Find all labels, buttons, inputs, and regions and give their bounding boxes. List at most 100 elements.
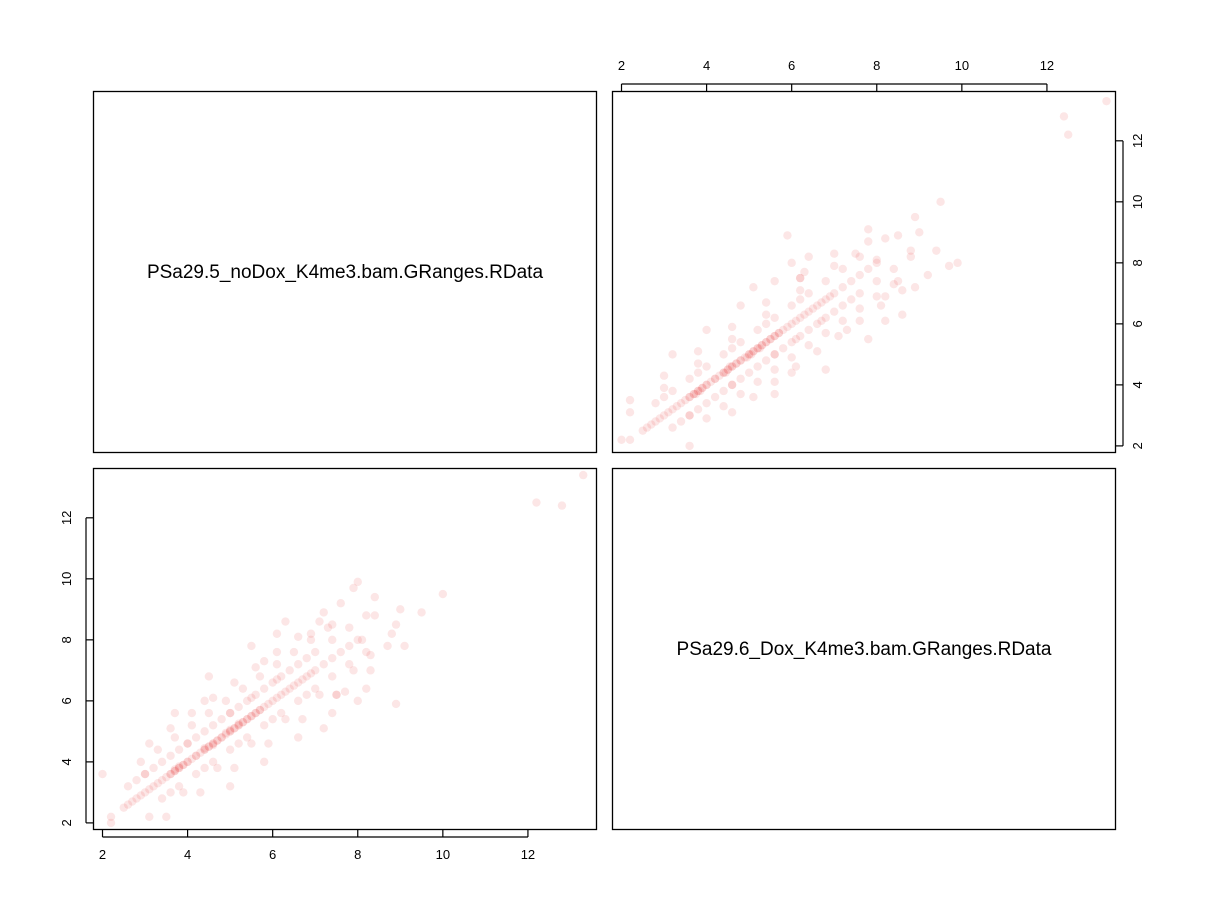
- scatter-point: [166, 724, 175, 733]
- scatter-point: [910, 212, 920, 222]
- scatter-point: [204, 742, 214, 751]
- top-axis-tick-label: 6: [788, 58, 795, 73]
- scatter-point: [668, 405, 677, 414]
- panel-bottom-left: [92, 467, 598, 831]
- scatter-point: [795, 313, 805, 322]
- scatter-point: [770, 350, 779, 359]
- right-axis-tick-label: 6: [1130, 320, 1145, 327]
- scatter-point: [319, 724, 328, 733]
- scatter-point: [787, 353, 796, 362]
- scatter-point: [311, 684, 320, 693]
- scatter-point: [710, 374, 720, 383]
- left-axis-tick-label: 4: [59, 758, 74, 765]
- scatter-point: [749, 347, 758, 356]
- scatter-point: [910, 283, 920, 292]
- scatter-point: [157, 757, 167, 767]
- scatter-point: [362, 647, 371, 657]
- scatter-point: [923, 270, 933, 280]
- scatter-point: [889, 280, 898, 289]
- scatter-point: [140, 769, 150, 779]
- scatter-point: [183, 757, 192, 767]
- scatter-point: [230, 763, 239, 773]
- scatter-point: [710, 392, 720, 402]
- scatter-point: [881, 316, 890, 326]
- scatter-point: [200, 696, 209, 706]
- scatter-point: [259, 702, 269, 712]
- scatter-point: [217, 714, 226, 724]
- scatter-point: [166, 788, 175, 797]
- scatter-point: [753, 344, 762, 353]
- scatter-point: [804, 325, 813, 335]
- right-axis-tick-label: 4: [1130, 381, 1145, 388]
- scatter-point: [387, 629, 396, 638]
- scatter-point: [719, 368, 728, 377]
- scatter-point: [557, 501, 567, 510]
- right-axis-tick-label: 8: [1130, 259, 1145, 266]
- panel-top-left: [92, 90, 598, 454]
- scatter-point: [747, 350, 756, 359]
- scatter-point: [693, 368, 703, 377]
- scatter-point: [791, 334, 801, 344]
- scatter-point: [294, 660, 303, 669]
- scatter-point: [1102, 96, 1111, 106]
- scatter-point: [221, 728, 231, 738]
- scatter-point: [225, 745, 235, 754]
- axes: 2 4 6 8 10 12 2 4 6 8 10 12 2 4 6 8 10 12 2 4 6 8 10 12: [59, 58, 1145, 862]
- scatter-point: [579, 470, 588, 480]
- scatter-point: [842, 325, 852, 335]
- scatter-point: [196, 748, 205, 757]
- scatter-point: [230, 724, 239, 733]
- scatter-point: [166, 769, 175, 779]
- scatter-point: [272, 693, 282, 703]
- scatter-point: [191, 769, 201, 779]
- scatter-point: [872, 276, 881, 286]
- scatter-point: [311, 666, 320, 675]
- scatter-point: [693, 386, 703, 396]
- scatter-point: [944, 261, 954, 271]
- scatter-point: [170, 765, 180, 774]
- scatter-point: [302, 653, 311, 663]
- scatter-point: [140, 769, 150, 779]
- scatter-point: [685, 441, 694, 451]
- scatter-point: [328, 620, 337, 629]
- scatter-point: [140, 788, 150, 797]
- scatter-point: [319, 608, 328, 617]
- scatter-point: [706, 377, 716, 387]
- scatter-point: [830, 261, 839, 271]
- scatter-point: [889, 264, 898, 274]
- scatter-point: [864, 334, 873, 344]
- scatter-point: [242, 714, 252, 724]
- scatter-point: [170, 766, 180, 776]
- scatter-point: [825, 292, 835, 301]
- scatter-point: [736, 374, 745, 383]
- scatter-point: [187, 721, 197, 730]
- scatter-point: [668, 350, 677, 359]
- scatter-point: [166, 769, 175, 779]
- scatter-point: [755, 344, 764, 353]
- scatter-point: [217, 733, 226, 742]
- scatter-point: [725, 362, 735, 371]
- scatter-point: [770, 331, 779, 341]
- scatter-point: [272, 675, 282, 684]
- scatter-point: [153, 745, 163, 754]
- bottom-axis-tick-label: 4: [184, 847, 191, 862]
- scatter-point: [251, 708, 260, 718]
- scatter-point: [1064, 130, 1073, 139]
- scatter-point: [736, 301, 745, 310]
- scatter-point: [872, 258, 881, 268]
- scatter-point: [200, 745, 209, 754]
- scatter-point: [162, 772, 171, 782]
- scatter-point: [830, 307, 839, 316]
- scatter-point: [855, 270, 864, 280]
- scatter-point: [791, 362, 801, 371]
- scatter-point: [744, 368, 754, 377]
- scatter-point: [213, 736, 222, 745]
- scatter-point: [838, 264, 847, 274]
- scatter-point: [761, 319, 771, 329]
- left-axis-tick-label: 6: [59, 697, 74, 704]
- scatter-point: [689, 389, 699, 399]
- scatter-point: [268, 678, 277, 687]
- scatter-point: [362, 611, 371, 620]
- scatter-point: [800, 310, 809, 319]
- scatter-point: [727, 362, 737, 371]
